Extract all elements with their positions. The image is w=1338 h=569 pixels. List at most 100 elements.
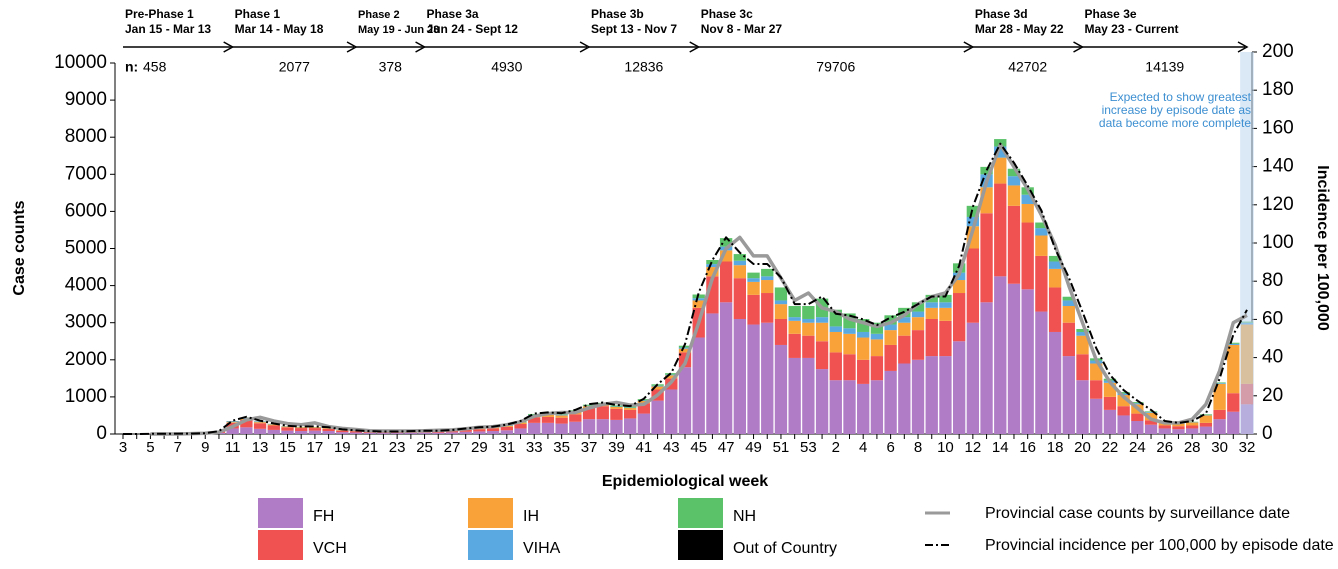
bar-segment [308, 427, 322, 429]
phase-name: Phase 3c [701, 7, 753, 21]
y-tick-label: 4000 [65, 275, 107, 296]
bar-segment [253, 428, 267, 434]
bar-segment [1035, 255, 1048, 312]
bar-segment [761, 280, 774, 294]
x-tick-label: 23 [389, 439, 406, 456]
bar-segment [829, 331, 842, 353]
bar-segment [486, 431, 500, 434]
bar-segment [733, 265, 746, 279]
bar-segment [500, 430, 513, 434]
legend-label: Provincial incidence per 100,000 by epis… [985, 537, 1334, 554]
bar-segment [1199, 422, 1213, 427]
bar-segment [445, 431, 459, 433]
bar-segment [1048, 331, 1062, 434]
y2-tick-label: 120 [1262, 194, 1294, 215]
bar-segment [898, 335, 911, 364]
x-tick-label: 4 [859, 439, 867, 456]
x-tick-label: 41 [636, 439, 653, 456]
x-tick-label: 17 [307, 439, 324, 456]
phase-arrowhead [1073, 41, 1085, 53]
x-tick-label: 51 [773, 439, 790, 456]
bar-segment [1172, 423, 1185, 427]
bar-segment [226, 422, 239, 423]
bar-segment [706, 267, 719, 277]
bar-segment [473, 431, 486, 434]
bar-segment [459, 431, 472, 434]
phase-n: 2077 [279, 59, 310, 75]
bar-segment [774, 287, 788, 301]
phase-dates: May 19 - Jun 23 [358, 24, 439, 36]
bar-segment [514, 423, 527, 429]
bar-segment [267, 425, 280, 430]
legend-swatch [468, 498, 513, 528]
bar-segment [514, 428, 527, 434]
bar-segment [1076, 335, 1089, 355]
bar-segment [281, 426, 294, 428]
bar-segment [747, 272, 760, 279]
x-tick-label: 35 [553, 439, 570, 456]
bar-segment [1007, 205, 1021, 284]
phase-dates: Mar 14 - May 18 [235, 22, 324, 36]
incomplete-shade [1240, 52, 1254, 434]
bar-segment [733, 260, 746, 266]
y-tick-label: 1000 [65, 386, 107, 407]
phase-n: 14139 [1145, 59, 1184, 75]
bar-segment [473, 429, 486, 432]
bar-segment [761, 293, 774, 323]
legend-swatch [468, 530, 513, 560]
bar-segment [994, 146, 1007, 158]
x-tick-label: 9 [201, 439, 209, 456]
bar-segment [1007, 176, 1021, 186]
x-tick-label: 37 [581, 439, 598, 456]
bar-segment [1131, 403, 1144, 405]
bar-segment [747, 281, 760, 295]
bar-segment [1227, 343, 1240, 345]
x-tick-label: 14 [992, 439, 1009, 456]
phase-arrowhead [346, 41, 358, 53]
bar-segment [870, 333, 884, 340]
phase-name: Phase 3d [975, 7, 1028, 21]
bar-segment [1158, 425, 1171, 429]
x-tick-label: 18 [1047, 439, 1064, 456]
bar-segment [980, 166, 993, 175]
bar-segment [692, 300, 705, 308]
x-tick-label: 26 [1156, 439, 1173, 456]
x-tick-label: 12 [965, 439, 982, 456]
phase-dates: Nov 8 - Mar 27 [701, 22, 783, 36]
x-tick-label: 19 [334, 439, 351, 456]
x-tick-label: 53 [800, 439, 817, 456]
bar-segment [486, 428, 500, 432]
bar-segment [733, 254, 746, 261]
bar-segment [432, 432, 445, 434]
bar-segment [857, 383, 870, 434]
x-tick-label: 7 [174, 439, 182, 456]
bar-segment [1021, 194, 1034, 204]
bar-segment [624, 418, 637, 434]
bar-segment [1227, 411, 1240, 434]
y-tick-label: 0 [96, 423, 107, 444]
bar-segment [1076, 354, 1089, 381]
bar-segment [939, 356, 952, 434]
legend-label: VCH [313, 540, 347, 557]
bar-segment [939, 320, 952, 357]
bar-segment [719, 302, 733, 434]
bar-segment [843, 333, 856, 355]
bar-segment [555, 423, 568, 434]
legend-label: Provincial case counts by surveillance d… [985, 505, 1290, 522]
bar-segment [1213, 409, 1226, 420]
x-tick-label: 16 [1019, 439, 1036, 456]
bar-segment [336, 430, 349, 433]
bar-segment [774, 300, 788, 305]
bar-segment [994, 276, 1007, 434]
bar-segment [1021, 203, 1034, 223]
bar-segment [418, 432, 431, 434]
bar-segment [706, 264, 719, 268]
bar-segment [1227, 344, 1240, 394]
y2-tick-label: 160 [1262, 117, 1294, 138]
bar-segment [1144, 412, 1158, 421]
bar-segment [1144, 411, 1158, 413]
n-label: n: [125, 59, 138, 75]
bar-segment [815, 317, 829, 323]
bar-segment [1021, 289, 1034, 434]
y2-tick-label: 200 [1262, 41, 1294, 62]
